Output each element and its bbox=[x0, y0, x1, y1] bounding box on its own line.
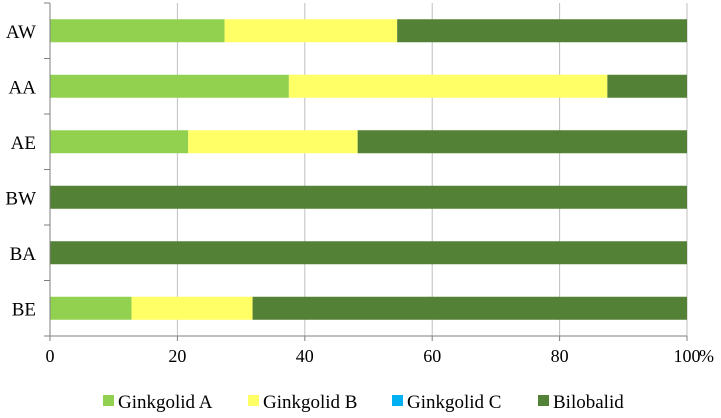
legend-label-bilobalid: Bilobalid bbox=[553, 392, 624, 413]
bar-bw-bilobalid bbox=[50, 185, 687, 209]
y-tick-label: AA bbox=[9, 77, 37, 98]
bar-be-ginkgolid-a bbox=[50, 296, 132, 320]
y-tick-label: BE bbox=[12, 299, 36, 320]
x-tick-label: 60 bbox=[423, 346, 441, 366]
grid-lines bbox=[176, 3, 688, 336]
bar-aw-bilobalid bbox=[397, 19, 687, 43]
legend-label-ginkgolid-c: Ginkgolid C bbox=[407, 392, 501, 413]
bar-ae-bilobalid bbox=[357, 130, 687, 154]
legend: Ginkgolid A Ginkgolid B Ginkgolid C Bilobal… bbox=[103, 392, 624, 413]
bar-aa-ginkgolid-a bbox=[50, 74, 289, 98]
x-unit-label: % bbox=[699, 346, 714, 366]
y-tick-label: AE bbox=[11, 133, 36, 154]
legend-swatch-ginkgolid-c bbox=[392, 395, 403, 406]
bar-aw-ginkgolid-b bbox=[224, 19, 398, 43]
bar-be-bilobalid bbox=[252, 296, 688, 320]
legend-swatch-ginkgolid-b bbox=[248, 395, 259, 406]
y-tick-label: BW bbox=[5, 188, 36, 209]
bar-aa-bilobalid bbox=[607, 74, 687, 98]
bar-ba-bilobalid bbox=[50, 241, 687, 265]
x-tick-label: 40 bbox=[296, 346, 314, 366]
bar-ae-ginkgolid-b bbox=[188, 130, 358, 154]
bar-aw-ginkgolid-a bbox=[50, 19, 225, 43]
bars bbox=[50, 19, 688, 320]
legend-label-ginkgolid-a: Ginkgolid A bbox=[118, 392, 213, 413]
x-tick-label: 100 bbox=[674, 346, 701, 366]
x-tick-label: 80 bbox=[551, 346, 569, 366]
x-tick-label: 20 bbox=[168, 346, 186, 366]
legend-swatch-ginkgolid-a bbox=[103, 395, 114, 406]
legend-label-ginkgolid-b: Ginkgolid B bbox=[263, 392, 357, 413]
y-tick-label: BA bbox=[10, 244, 37, 265]
y-tick-label: AW bbox=[6, 22, 36, 43]
x-tick-label: 0 bbox=[46, 346, 55, 366]
bar-be-ginkgolid-b bbox=[131, 296, 253, 320]
bar-ae-ginkgolid-a bbox=[50, 130, 189, 154]
legend-swatch-bilobalid bbox=[538, 395, 549, 406]
axes: AW AA AE BW BA BE 0 20 40 60 80 100% bbox=[5, 2, 714, 366]
bar-aa-ginkgolid-b bbox=[288, 74, 608, 98]
